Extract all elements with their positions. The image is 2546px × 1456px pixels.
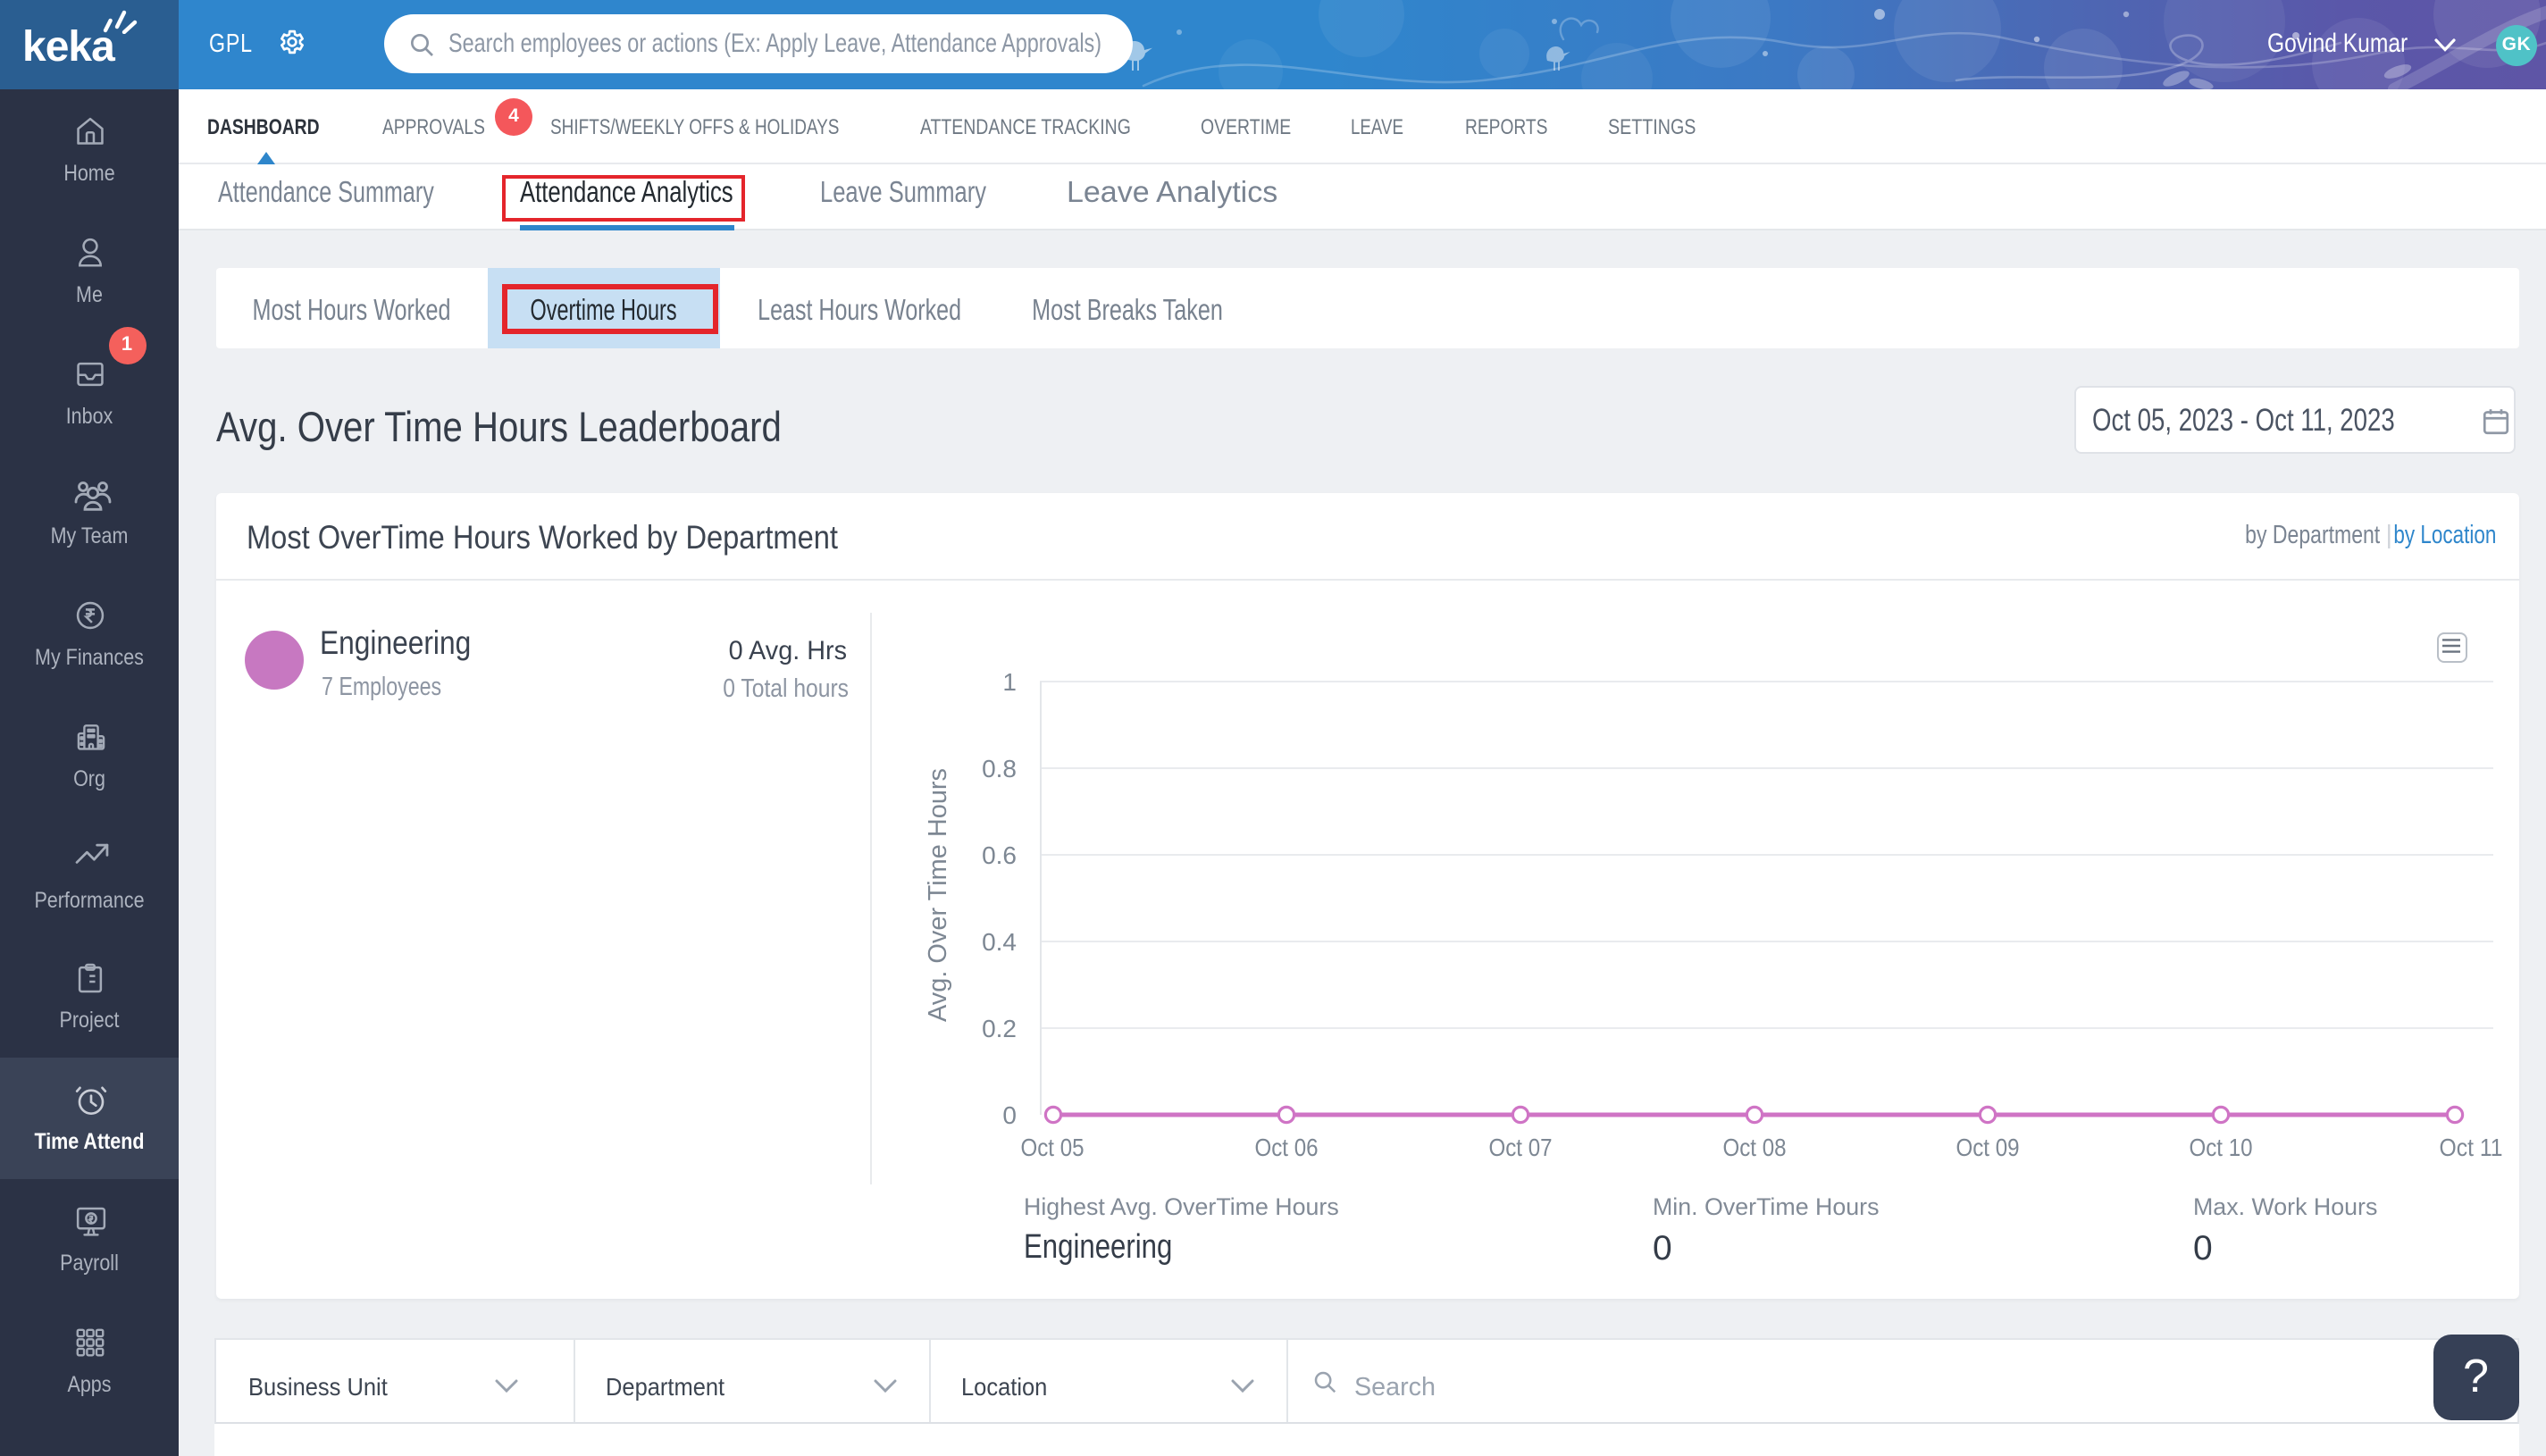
- svg-text:Oct 06: Oct 06: [1254, 1134, 1318, 1161]
- svg-text:Oct 07: Oct 07: [1488, 1134, 1552, 1161]
- svg-text:0.8: 0.8: [981, 755, 1016, 782]
- svg-text:0.2: 0.2: [981, 1015, 1016, 1042]
- svg-text:Oct 08: Oct 08: [1722, 1134, 1786, 1161]
- svg-text:Oct 05: Oct 05: [1020, 1134, 1084, 1161]
- svg-text:0.6: 0.6: [981, 841, 1016, 869]
- svg-text:1: 1: [1001, 668, 1016, 696]
- svg-text:Oct 10: Oct 10: [2189, 1134, 2252, 1161]
- svg-text:0: 0: [1001, 1101, 1016, 1129]
- svg-text:Oct 09: Oct 09: [1956, 1134, 2019, 1161]
- svg-text:Avg. Over Time Hours: Avg. Over Time Hours: [923, 768, 951, 1022]
- svg-text:Oct 11: Oct 11: [2439, 1134, 2502, 1161]
- svg-text:0.4: 0.4: [981, 928, 1016, 956]
